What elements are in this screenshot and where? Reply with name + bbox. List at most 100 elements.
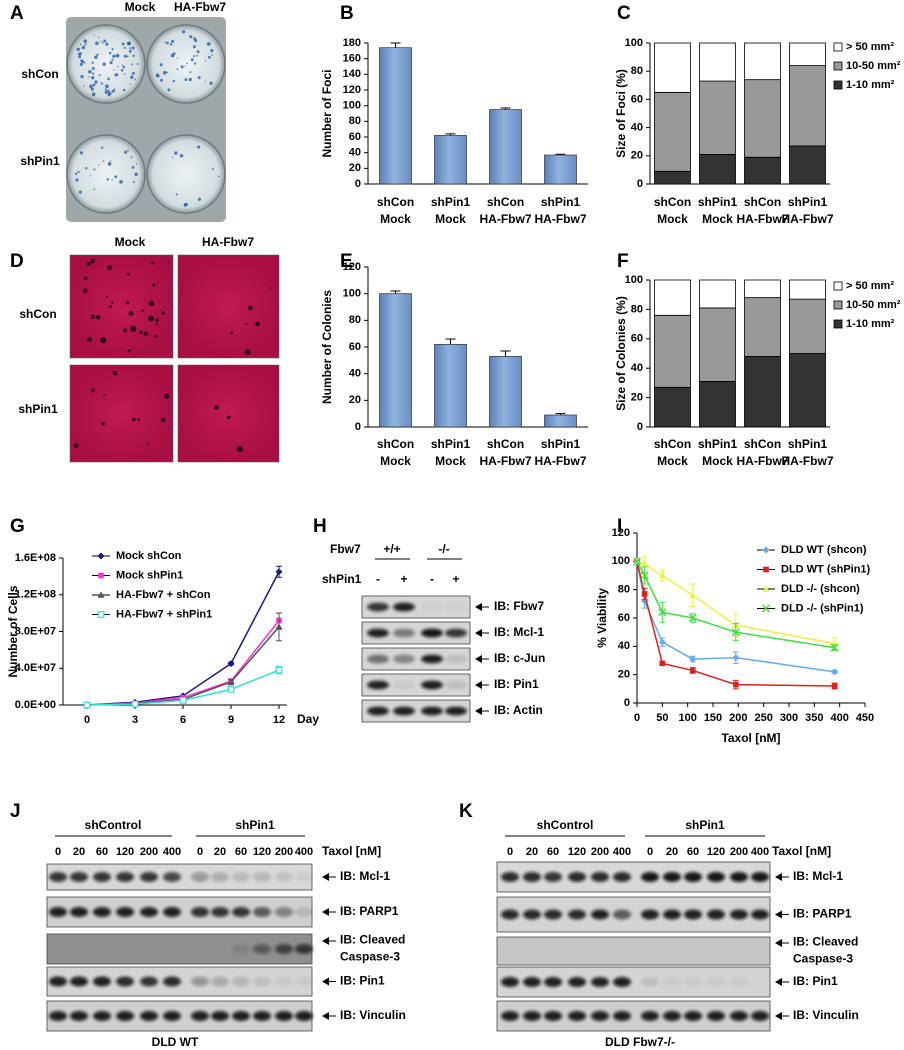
y-tick-label: 140 bbox=[343, 68, 361, 80]
marker bbox=[131, 700, 139, 708]
focus bbox=[120, 68, 124, 72]
focus bbox=[93, 34, 95, 36]
band bbox=[501, 977, 519, 987]
focus bbox=[131, 166, 135, 169]
y-tick-label: 80 bbox=[631, 65, 643, 77]
band bbox=[641, 909, 659, 920]
y-tick-label: 20 bbox=[349, 162, 361, 174]
y-tick-label: 160 bbox=[343, 53, 361, 65]
band bbox=[421, 706, 443, 716]
marker bbox=[658, 638, 666, 646]
marker bbox=[275, 623, 283, 630]
band bbox=[613, 909, 631, 920]
bar-segment bbox=[654, 279, 691, 316]
legend-marker bbox=[97, 611, 105, 618]
marker bbox=[732, 654, 740, 662]
focus bbox=[123, 73, 126, 75]
focus bbox=[190, 58, 194, 62]
band bbox=[613, 1011, 631, 1021]
y-tick-label: 1.2E+08 bbox=[15, 589, 56, 601]
x-tick-label: 300 bbox=[780, 712, 798, 724]
focus bbox=[155, 73, 159, 77]
band bbox=[523, 1011, 541, 1021]
dose-label: 200 bbox=[140, 846, 158, 858]
y-axis-label: Number of Cells bbox=[6, 585, 20, 677]
focus bbox=[180, 65, 184, 69]
y-tick-label: 40 bbox=[349, 368, 361, 380]
antibody-label: Caspase-3 bbox=[793, 952, 853, 966]
series-line bbox=[636, 560, 835, 649]
legend-marker bbox=[762, 585, 770, 592]
band bbox=[93, 907, 111, 917]
band bbox=[663, 977, 681, 987]
focus bbox=[113, 89, 116, 92]
band bbox=[253, 976, 271, 987]
band bbox=[253, 944, 271, 954]
x-tick-label: shPin1 bbox=[431, 195, 471, 209]
legend-marker bbox=[761, 604, 771, 613]
bar bbox=[434, 135, 467, 185]
focus bbox=[204, 60, 207, 62]
y-tick-label: 100 bbox=[343, 288, 361, 300]
arrow-head bbox=[475, 629, 482, 637]
dose-label: 20 bbox=[526, 846, 538, 858]
focus bbox=[193, 55, 196, 58]
colony bbox=[83, 276, 88, 281]
bar bbox=[379, 293, 412, 428]
legend-swatch bbox=[833, 300, 843, 310]
focus bbox=[130, 75, 134, 79]
dose-label: 400 bbox=[751, 846, 769, 858]
panel-label: G bbox=[10, 516, 25, 537]
x-tick-label: 450 bbox=[856, 712, 874, 724]
y-tick-label: 60 bbox=[349, 131, 361, 143]
focus bbox=[206, 41, 211, 46]
legend-label: Mock shPin1 bbox=[116, 569, 183, 581]
dose-label: 0 bbox=[507, 846, 513, 858]
focus bbox=[92, 72, 95, 75]
band bbox=[730, 909, 748, 920]
band bbox=[613, 977, 631, 987]
antibody-label: IB: Actin bbox=[494, 703, 543, 717]
bar bbox=[489, 355, 522, 428]
focus bbox=[100, 82, 103, 85]
focus bbox=[121, 64, 124, 66]
band bbox=[663, 1011, 681, 1021]
group-label: shControl bbox=[85, 818, 142, 832]
error-bar bbox=[555, 413, 566, 415]
focus bbox=[131, 71, 135, 75]
band bbox=[232, 907, 250, 917]
dose-label: 60 bbox=[96, 846, 108, 858]
y-tick-label: 60 bbox=[618, 612, 630, 624]
marker bbox=[641, 560, 649, 567]
focus bbox=[194, 38, 198, 43]
focus bbox=[174, 151, 178, 155]
band bbox=[613, 872, 631, 882]
y-tick-label: 0 bbox=[624, 697, 630, 709]
focus bbox=[108, 51, 112, 55]
colony bbox=[96, 315, 101, 320]
y-axis-label: Number of Foci bbox=[320, 69, 334, 157]
y-tick-label: 4.0E+07 bbox=[15, 662, 56, 674]
focus bbox=[128, 49, 132, 53]
error-bar bbox=[500, 107, 511, 110]
focus bbox=[77, 171, 80, 174]
band bbox=[501, 909, 519, 920]
x-tick-label: shCon bbox=[654, 195, 691, 209]
well bbox=[146, 24, 226, 104]
arrow-head bbox=[322, 1012, 329, 1020]
band bbox=[544, 977, 562, 987]
arrow-head bbox=[475, 603, 482, 611]
legend-label: DLD WT (shcon) bbox=[781, 544, 867, 556]
x-tick-label: 6 bbox=[180, 714, 186, 726]
focus bbox=[105, 84, 109, 89]
bar bbox=[544, 154, 577, 185]
colony bbox=[164, 393, 170, 400]
blot-label: Fbw7 bbox=[330, 542, 361, 556]
x-tick-label: shCon bbox=[744, 437, 781, 451]
band bbox=[295, 976, 313, 987]
focus bbox=[92, 83, 96, 87]
focus bbox=[98, 36, 100, 39]
band bbox=[568, 909, 586, 920]
focus bbox=[124, 150, 128, 154]
